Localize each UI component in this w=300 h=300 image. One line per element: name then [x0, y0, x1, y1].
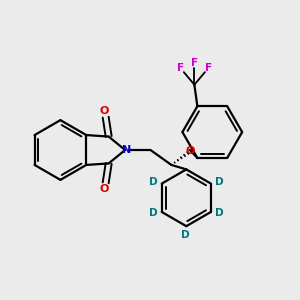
Text: F: F [177, 63, 184, 73]
Text: D: D [215, 177, 224, 187]
Text: F: F [191, 58, 198, 68]
Text: D: D [149, 208, 158, 218]
Text: O: O [100, 106, 109, 116]
Text: D: D [149, 177, 158, 187]
Text: F: F [205, 63, 212, 73]
Text: O: O [100, 184, 109, 194]
Text: D: D [215, 208, 224, 218]
Text: O: O [185, 146, 195, 156]
Text: N: N [122, 145, 131, 155]
Text: D: D [181, 230, 189, 239]
